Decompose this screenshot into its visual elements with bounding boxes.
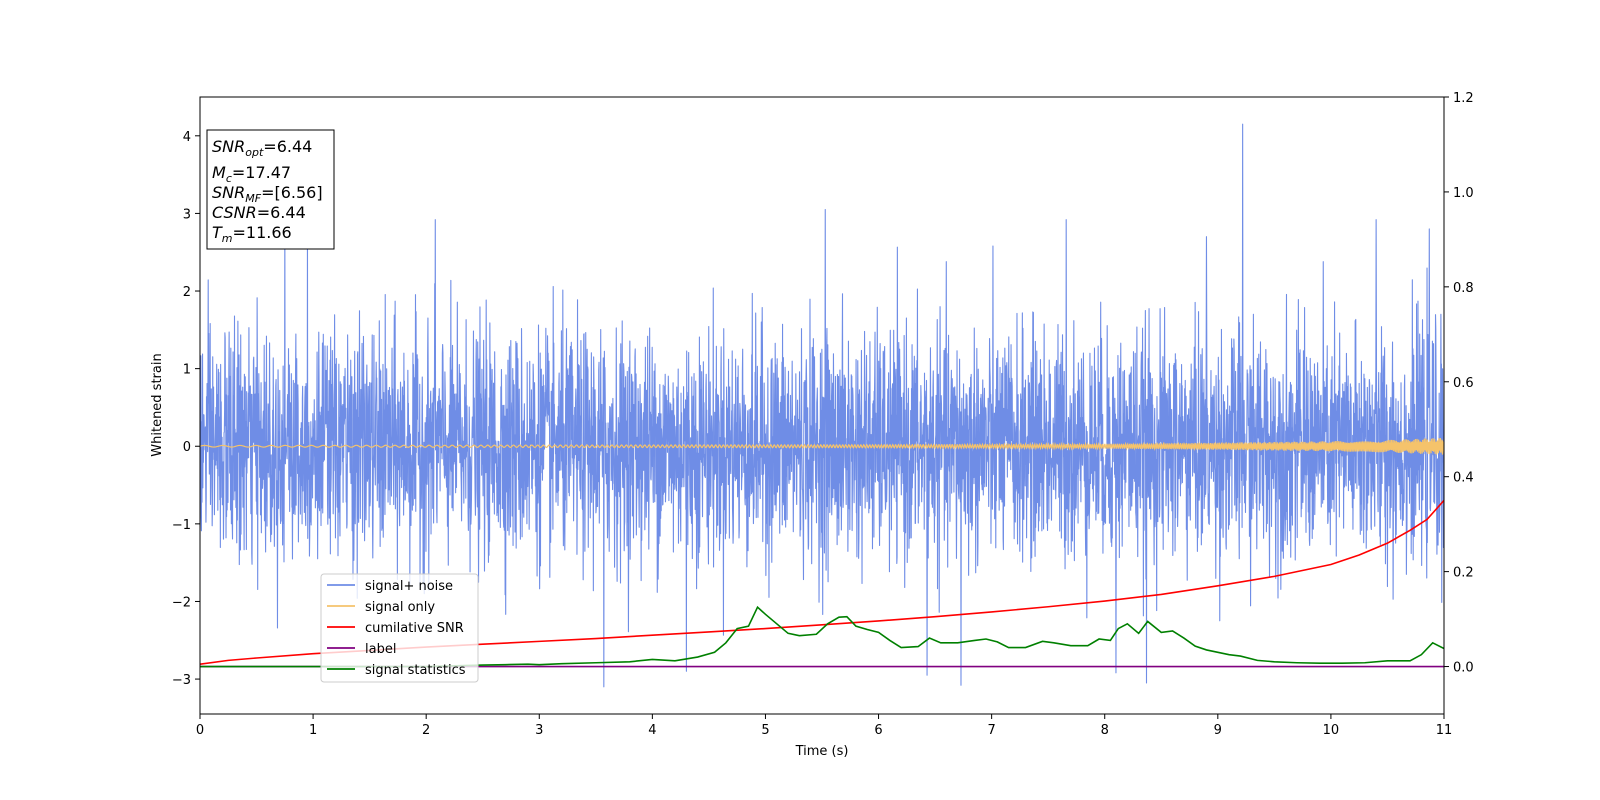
legend-item-signal-statistics: signal statistics bbox=[327, 663, 466, 678]
series-line-signal-statistics bbox=[200, 605, 1444, 668]
annotation-csnr: CSNR=6.44 bbox=[212, 203, 306, 222]
y-right-tick-label: 0.0 bbox=[1453, 661, 1474, 676]
x-tick-label: 8 bbox=[1101, 723, 1109, 738]
svg-text:label: label bbox=[365, 642, 396, 657]
x-tick-label: 3 bbox=[535, 723, 543, 738]
x-tick-label: 2 bbox=[422, 723, 430, 738]
x-tick-label: 11 bbox=[1436, 723, 1453, 738]
y-right-tick-label: 1.0 bbox=[1453, 186, 1474, 201]
legend-item-cumilative-snr: cumilative SNR bbox=[327, 621, 464, 636]
y-left-tick-label: −3 bbox=[172, 673, 191, 688]
y-left-tick-label: 0 bbox=[183, 440, 191, 455]
svg-text:signal+ noise: signal+ noise bbox=[365, 579, 453, 594]
y-left-tick-label: −1 bbox=[172, 518, 191, 533]
x-tick-label: 7 bbox=[987, 723, 995, 738]
x-tick-label: 5 bbox=[761, 723, 769, 738]
y-left-tick-label: 1 bbox=[183, 363, 191, 378]
series-line-signal-noise bbox=[200, 123, 1444, 688]
y-right-tick-label: 0.6 bbox=[1453, 376, 1474, 391]
y-left-tick-label: −2 bbox=[172, 595, 191, 610]
plot-frame bbox=[199, 96, 1445, 715]
y-right-tick-label: 0.8 bbox=[1453, 281, 1474, 296]
annotation-snr-mf: SNRMF=[6.56] bbox=[212, 183, 323, 205]
axes: 0 1 2 3 4 5 6 7 8 9 10 11 −3 −2 −1 0 1 2 3 4 0.0 0.2 0.4 0.6 0.8… bbox=[172, 91, 1474, 738]
y-left-tick-label: 2 bbox=[183, 285, 191, 300]
x-tick-label: 9 bbox=[1214, 723, 1222, 738]
legend-item-label: label bbox=[327, 642, 396, 657]
y-left-tick-label: 4 bbox=[183, 130, 191, 145]
y-left-tick-label: 3 bbox=[183, 207, 191, 222]
x-tick-label: 1 bbox=[309, 723, 317, 738]
legend-item-signal-only: signal only bbox=[327, 600, 435, 615]
x-tick-label: 6 bbox=[874, 723, 882, 738]
svg-text:signal statistics: signal statistics bbox=[365, 663, 466, 678]
series-line-signal-only bbox=[200, 437, 1444, 455]
annotation-box: SNRopt=6.44 Mc=17.47 SNRMF=[6.56] CSNR=6… bbox=[206, 129, 335, 250]
svg-text:cumilative SNR: cumilative SNR bbox=[365, 621, 464, 636]
svg-text:signal only: signal only bbox=[365, 600, 435, 615]
y-right-tick-label: 0.4 bbox=[1453, 471, 1474, 486]
y-right-tick-label: 1.2 bbox=[1453, 91, 1474, 106]
y-axis-label: Whitened strain bbox=[150, 353, 165, 456]
x-axis-label: Time (s) bbox=[795, 744, 849, 759]
legend-item-signal-noise: signal+ noise bbox=[327, 579, 453, 594]
annotation-snr-opt: SNRopt=6.44 bbox=[212, 137, 312, 159]
x-tick-label: 4 bbox=[648, 723, 656, 738]
legend: signal+ noise signal only cumilative SNR… bbox=[320, 573, 479, 683]
annotation-tm: Tm=11.66 bbox=[212, 223, 292, 245]
y-right-tick-label: 0.2 bbox=[1453, 566, 1474, 581]
x-tick-label: 0 bbox=[196, 723, 204, 738]
x-tick-label: 10 bbox=[1323, 723, 1340, 738]
annotation-mc: Mc=17.47 bbox=[212, 163, 291, 185]
